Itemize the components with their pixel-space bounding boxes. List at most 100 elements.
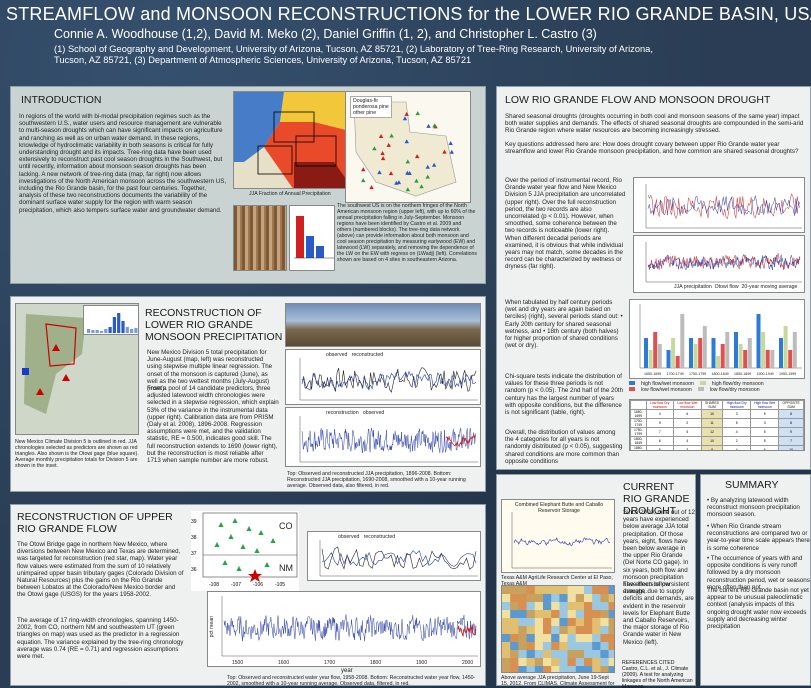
site-marker — [377, 170, 382, 175]
site-marker — [388, 171, 394, 176]
lat-label: 38 — [191, 535, 197, 541]
precip-cell — [551, 650, 560, 659]
bar-high-flow-wet-monsoon — [666, 350, 671, 368]
precip-cell — [575, 618, 585, 627]
chronology-triangle — [254, 548, 260, 553]
precip-cell — [518, 610, 527, 619]
legend-jja: JJA precipitation — [674, 284, 712, 290]
table-cell: 10 — [700, 436, 724, 446]
summary-title: SUMMARY — [725, 479, 779, 491]
series-observed — [445, 435, 476, 448]
site-marker — [414, 178, 419, 183]
site-marker — [394, 180, 399, 185]
x-tick-label: 1800 — [370, 660, 381, 666]
legend-reconstructed: reconstructed — [363, 534, 396, 540]
site-marker — [431, 162, 437, 167]
monsoon-chart-bottom — [299, 416, 478, 463]
site-marker — [419, 184, 424, 189]
lon-label: -107 — [231, 582, 241, 588]
precip-cell — [502, 586, 511, 595]
table-cell: 6 — [645, 436, 674, 446]
precip-cell — [608, 666, 614, 672]
table-header-cell: High flow Wet monsoon — [750, 400, 780, 410]
series-observed — [457, 625, 477, 637]
precip-cell — [584, 626, 593, 635]
precip-cell — [600, 602, 609, 611]
site-marker — [396, 180, 402, 185]
lowflow-annual-chart — [633, 177, 805, 233]
precip-cell — [584, 602, 593, 611]
precip-cell — [584, 666, 593, 672]
precip-cell — [518, 602, 527, 611]
bar-category-label: 1900-1949 — [757, 372, 774, 376]
series-otowi — [647, 253, 801, 271]
bar-high-flow-wet-monsoon — [756, 314, 761, 368]
site-marker — [380, 151, 385, 156]
table-cell: 3 — [722, 409, 752, 419]
site-marker — [425, 174, 430, 179]
monsoon-body-1: New Mexico Division 5 total precipitatio… — [147, 349, 273, 393]
table-cell: 2 — [672, 418, 702, 428]
precip-anomaly-map — [501, 585, 615, 673]
bar-category-label: 1800-1849 — [712, 372, 729, 376]
map-label-co: CO — [279, 521, 293, 531]
precip-cell — [584, 610, 593, 619]
lowflow-p2: Key questions addressed here are: How do… — [505, 141, 799, 156]
table-cell: 10 — [700, 409, 724, 419]
precip-cell — [559, 602, 568, 611]
chronology-triangle — [240, 544, 246, 549]
inset-bar-chart — [87, 313, 138, 333]
precip-cell — [600, 626, 609, 635]
precip-cell — [526, 586, 535, 595]
site-marker — [426, 123, 431, 128]
precip-cell — [600, 610, 609, 619]
flow-panel: RECONSTRUCTION OF UPPER RIO GRANDE FLOW … — [10, 504, 486, 687]
bar-low-flow-wet-monsoon — [698, 338, 703, 368]
precip-cell — [526, 634, 535, 643]
precip-cell — [518, 594, 527, 603]
lowflow-p5: Chi-square tests indicate the distributi… — [505, 373, 624, 417]
precip-cell — [600, 650, 609, 659]
site-marker — [405, 187, 411, 192]
site-marker — [442, 149, 447, 154]
monsoon-chart-caption: Top: Observed and reconstructed JJA prec… — [287, 471, 466, 489]
precip-cell — [534, 586, 544, 595]
table-cell: 7 — [645, 427, 674, 437]
lat-label: 36 — [191, 567, 197, 573]
table-header-row: Low flow Dry monsoon Low flow Wet monsoon… — [630, 400, 804, 410]
affiliation-line-2: Tucson, AZ 85721, (3) Department of Atmo… — [54, 55, 472, 65]
table-cell: 12 — [700, 427, 724, 437]
corr-bar — [306, 236, 314, 258]
flow-xlabel: year — [341, 668, 353, 674]
monsoon-legend-bottom: reconstruction observed — [326, 410, 384, 416]
precip-cell — [559, 650, 568, 659]
map-darkred-region — [294, 162, 352, 188]
precip-cell — [608, 626, 614, 635]
table-cell: 8 — [778, 418, 804, 428]
flow-caption: Top: Observed and reconstructed water ye… — [227, 675, 476, 687]
precip-cell — [510, 586, 519, 595]
map-blue-region — [234, 92, 284, 162]
reservoir-svg — [511, 512, 612, 569]
precip-cell — [584, 586, 593, 595]
chronology-triangle — [228, 534, 234, 539]
precip-cell — [592, 602, 601, 611]
table-cell: 1750-1799 — [630, 427, 647, 437]
lowflow-p1: Shared seasonal droughts (droughts occur… — [505, 113, 804, 135]
monsoon-body-2: From a pool of 14 candidate predictors, … — [147, 385, 279, 465]
table-row: 1850-18995384610 — [630, 445, 804, 450]
intro-map-caption: JJA Fraction of Annual Precipitation — [249, 191, 331, 197]
table-cell: 9 — [778, 427, 804, 437]
map-label-nm: NM — [279, 563, 293, 573]
precip-cell — [567, 610, 576, 619]
table-row: 1700-1749 9 2 11 5 3 8 — [630, 418, 804, 428]
precip-cell — [592, 626, 601, 635]
flow-body-2: The average of 17 ring-width chronologie… — [17, 617, 184, 661]
precip-cell — [608, 618, 614, 627]
series-observed — [301, 367, 477, 393]
table-cell: 3 — [672, 445, 702, 450]
bar-legend-row: high flow/wet monsoon high flow/dry mons… — [629, 381, 805, 387]
precip-cell — [551, 618, 560, 627]
chronology-triangle — [232, 518, 238, 523]
precip-cell — [526, 602, 535, 611]
